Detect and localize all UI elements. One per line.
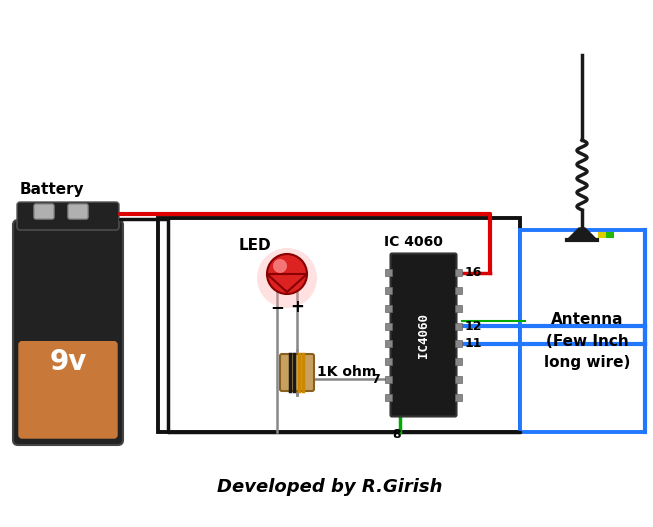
Bar [385, 358, 392, 365]
Circle shape [267, 254, 307, 294]
Text: Antenna
(Few Inch
long wire): Antenna (Few Inch long wire) [545, 313, 631, 369]
Bar [455, 269, 462, 276]
FancyBboxPatch shape [19, 341, 117, 438]
Text: IC4060: IC4060 [417, 313, 430, 357]
FancyBboxPatch shape [390, 253, 456, 416]
FancyBboxPatch shape [68, 204, 88, 219]
Bar [385, 323, 392, 329]
Bar [606, 232, 614, 238]
Text: 7: 7 [372, 373, 380, 386]
Text: 11: 11 [465, 337, 483, 350]
Text: 12: 12 [465, 319, 483, 333]
FancyBboxPatch shape [13, 220, 123, 445]
Bar [158, 218, 520, 432]
Text: LED: LED [239, 238, 271, 253]
Text: Battery: Battery [20, 182, 85, 197]
Bar [455, 376, 462, 383]
Circle shape [257, 248, 317, 308]
Bar [385, 269, 392, 276]
Bar [385, 287, 392, 294]
Bar [455, 340, 462, 347]
Text: 16: 16 [465, 266, 483, 279]
Bar [385, 376, 392, 383]
Bar [455, 305, 462, 312]
Bar [385, 340, 392, 347]
Bar [385, 305, 392, 312]
Bar [520, 230, 645, 432]
Bar [455, 287, 462, 294]
Bar [598, 232, 606, 238]
Circle shape [273, 259, 287, 273]
FancyBboxPatch shape [34, 204, 54, 219]
Text: 1K ohm: 1K ohm [317, 366, 376, 379]
Polygon shape [567, 228, 597, 240]
Text: Developed by R.Girish: Developed by R.Girish [217, 478, 443, 496]
Text: +: + [290, 298, 304, 316]
FancyBboxPatch shape [280, 354, 314, 391]
Text: 8: 8 [392, 428, 402, 441]
FancyBboxPatch shape [17, 202, 119, 230]
Text: −: − [270, 298, 284, 316]
Bar [385, 394, 392, 401]
Polygon shape [267, 274, 307, 292]
Text: IC 4060: IC 4060 [384, 235, 443, 249]
Bar [455, 358, 462, 365]
Text: 9v: 9v [50, 348, 87, 376]
Bar [455, 323, 462, 329]
Bar [455, 394, 462, 401]
